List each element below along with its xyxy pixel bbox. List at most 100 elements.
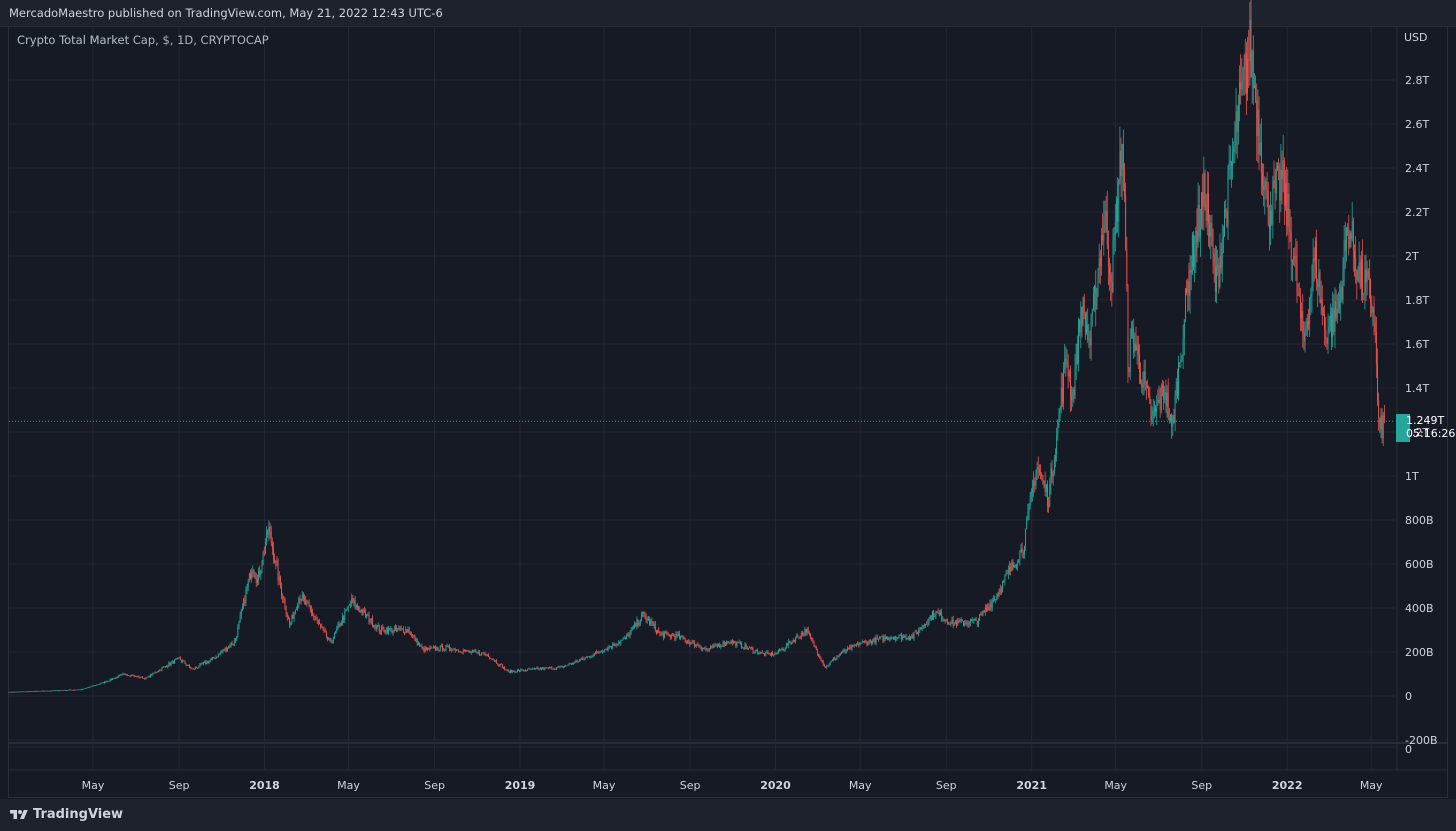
candle-body (337, 624, 339, 629)
candle-body (1329, 314, 1331, 327)
candle-body (829, 662, 831, 665)
candle-body (803, 633, 805, 635)
candle-body (1216, 267, 1217, 292)
candle-body (118, 675, 120, 677)
candle-body (771, 652, 772, 656)
x-tick-label: May (1104, 779, 1127, 792)
candle-body (128, 675, 130, 676)
candle-body (661, 633, 663, 635)
price-axis[interactable]: -200B 0 200B 400B 600B 800B 1T 1.2T 1.4T 1.6T 1.8T… (1405, 74, 1438, 747)
candle-body (1373, 307, 1375, 324)
candle-body (37, 690, 39, 692)
candle-body (83, 688, 85, 690)
candle-body (888, 637, 890, 640)
candle-body (1034, 480, 1036, 486)
candle-body (997, 594, 999, 596)
candle-body (427, 647, 429, 650)
candle-body (1082, 297, 1084, 326)
candle-body (808, 632, 810, 634)
candle-body (179, 657, 181, 660)
candle-body (1096, 289, 1098, 309)
candle-body (1219, 255, 1221, 287)
candle-body (720, 645, 722, 648)
time-axis[interactable]: May Sep 2018 May Sep 2019 May Sep 2020 May Sep 2021… (82, 779, 1383, 792)
candle-body (1294, 256, 1296, 258)
candle-body (26, 691, 28, 693)
candle-body (877, 638, 879, 640)
candle-body (253, 570, 255, 574)
candle-body (767, 652, 769, 654)
candle-body (133, 675, 135, 677)
candle-body (152, 672, 154, 676)
candle-body (481, 652, 483, 656)
candle-body (1228, 163, 1230, 171)
candle-body (790, 642, 792, 645)
candle-body (344, 610, 346, 620)
candle-body (652, 623, 654, 626)
candle-body (252, 570, 254, 573)
candle-body (1018, 561, 1020, 563)
candle-body (382, 627, 384, 629)
candle-body (1363, 293, 1365, 295)
candle-body (961, 619, 963, 622)
tradingview-logo[interactable]: TradingView (9, 807, 123, 822)
candle-body (1010, 567, 1012, 571)
candle-body (1065, 358, 1067, 364)
candle-body (315, 617, 317, 620)
candle-body (36, 690, 38, 692)
candle-body (9, 691, 11, 693)
candle-body (1035, 472, 1037, 486)
candle-body (139, 677, 141, 679)
candle-body (1121, 144, 1123, 176)
candle-body (750, 647, 752, 649)
candle-body (582, 657, 584, 659)
candle-body (175, 659, 177, 660)
candle-body (378, 625, 380, 632)
candle-body (874, 637, 876, 643)
candle-body (259, 571, 261, 576)
candle-body (86, 687, 88, 689)
candle-body (1334, 301, 1336, 332)
candle-body (642, 612, 644, 615)
candle-body (1101, 235, 1102, 266)
candle-body (216, 656, 218, 658)
candle-body (1156, 404, 1158, 412)
candle-body (1224, 209, 1225, 237)
candle-body (621, 640, 623, 641)
candle-body (627, 634, 629, 636)
candle-body (1187, 281, 1189, 294)
candle-body (785, 643, 787, 649)
candle-body (1095, 286, 1097, 309)
candle-body (132, 675, 134, 677)
candle-body (773, 654, 775, 656)
candle-body (214, 658, 216, 660)
candle-body (1378, 400, 1380, 419)
candle-body (1254, 85, 1255, 88)
candle-body (921, 626, 923, 629)
candle-body (151, 674, 153, 676)
candle-body (1074, 368, 1076, 396)
candle-body (638, 623, 640, 626)
candle-body (529, 668, 531, 670)
candle-body (291, 614, 293, 623)
candle-body (1218, 264, 1220, 287)
candle-body (675, 634, 677, 640)
candle-body (775, 653, 777, 655)
candle-body (71, 689, 73, 691)
candle-body (476, 651, 478, 653)
candle-body (1147, 385, 1148, 389)
y-tick-label: 1.6T (1405, 338, 1429, 351)
candle-body (89, 686, 90, 688)
candle-body (708, 648, 710, 650)
candle-body (308, 603, 310, 607)
candle-body (304, 598, 305, 600)
candle-body (665, 632, 667, 634)
candle-body (1133, 328, 1135, 353)
candle-body (164, 666, 166, 668)
currency-label: USD (1404, 31, 1428, 44)
candle-body (1098, 257, 1100, 270)
x-tick-label: 2018 (249, 779, 280, 792)
candle-body (311, 609, 312, 613)
candle-body (945, 619, 947, 621)
